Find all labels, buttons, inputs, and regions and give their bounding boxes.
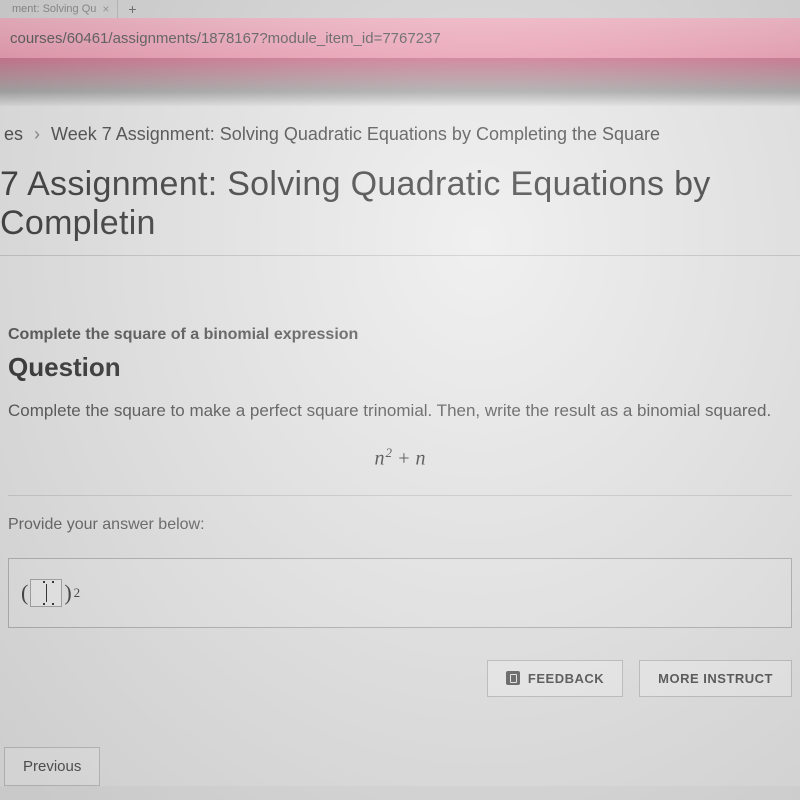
answer-area: ()2: [8, 558, 792, 628]
question-heading: Question: [8, 352, 792, 383]
previous-label: Previous: [23, 758, 81, 775]
close-icon[interactable]: ×: [102, 2, 109, 16]
tab-title: ment: Solving Qu: [12, 3, 96, 15]
expr-tail: + n: [392, 448, 426, 470]
feedback-label: FEEDBACK: [528, 671, 604, 686]
provide-answer-label: Provide your answer below:: [8, 516, 792, 534]
header-spacer: [0, 58, 800, 106]
new-tab-button[interactable]: +: [118, 0, 146, 19]
chevron-right-icon: ›: [34, 124, 40, 144]
feedback-button[interactable]: FEEDBACK: [487, 660, 623, 697]
url-text: courses/60461/assignments/1878167?module…: [10, 30, 441, 47]
breadcrumb-current: Week 7 Assignment: Solving Quadratic Equ…: [51, 124, 660, 144]
lesson-subtitle: Complete the square of a binomial expres…: [8, 326, 792, 344]
browser-tab-strip: ment: Solving Qu × +: [0, 0, 800, 18]
page-title: 7 Assignment: Solving Quadratic Equation…: [0, 165, 800, 255]
breadcrumb: es › Week 7 Assignment: Solving Quadrati…: [0, 106, 800, 165]
title-divider: [0, 255, 800, 256]
action-buttons: FEEDBACK MORE INSTRUCT: [8, 660, 792, 697]
url-bar[interactable]: courses/60461/assignments/1878167?module…: [0, 18, 800, 58]
expression-divider: [8, 495, 792, 496]
expr-var: n: [375, 448, 385, 470]
text-cursor-icon: [46, 584, 47, 602]
answer-input[interactable]: [30, 579, 62, 607]
more-instruction-button[interactable]: MORE INSTRUCT: [639, 660, 792, 697]
browser-tab[interactable]: ment: Solving Qu ×: [4, 0, 118, 18]
answer-exponent: 2: [74, 585, 81, 601]
page-content: es › Week 7 Assignment: Solving Quadrati…: [0, 106, 800, 786]
more-instruction-label: MORE INSTRUCT: [658, 671, 773, 686]
breadcrumb-prefix[interactable]: es: [4, 124, 23, 144]
lesson-block: Complete the square of a binomial expres…: [0, 326, 800, 786]
math-expression: n2 + n: [8, 445, 792, 471]
previous-button[interactable]: Previous: [4, 747, 100, 786]
answer-expression: ()2: [21, 579, 80, 607]
question-prompt: Complete the square to make a perfect sq…: [8, 401, 792, 421]
feedback-icon: [506, 671, 520, 685]
